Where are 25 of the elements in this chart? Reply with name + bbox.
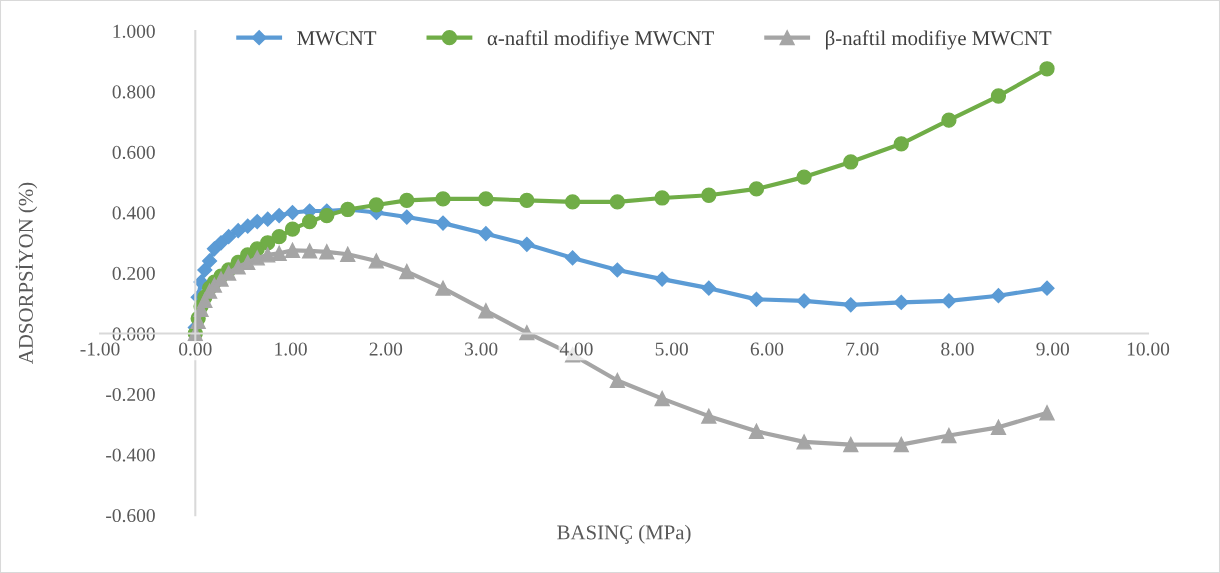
x-axis-title: BASINÇ (MPa) [557, 524, 691, 544]
y-tick-label: 0.200 [112, 266, 155, 281]
x-tick-label: 5.00 [655, 342, 688, 356]
y-tick-label: -0.200 [106, 387, 155, 402]
x-tick-label: 7.00 [846, 342, 879, 356]
y-tick-label: 1.000 [113, 24, 155, 38]
y-tick-label: 0.800 [112, 85, 155, 99]
x-tick-label: 4.00 [559, 342, 593, 356]
x-tick-label: 6.00 [750, 342, 784, 356]
y-tick-label: 0.400 [112, 206, 155, 220]
x-tick-label: 9.00 [1036, 342, 1070, 356]
x-tick-label: 8.00 [941, 342, 974, 356]
x-tick-label: 2.00 [369, 342, 403, 356]
y-tick-label: 0.600 [112, 145, 155, 160]
x-tick-label: 0.00 [179, 342, 212, 356]
y-axis-title: ADSORPSİYON (%) [15, 182, 38, 364]
x-tick-label: 10.00 [1127, 342, 1170, 356]
y-tick-label: -0.600 [106, 508, 155, 523]
y-tick-label: -0.400 [106, 448, 155, 462]
legend-label: β-naftil modifiye MWCNT [826, 30, 1052, 50]
x-tick-label: 1.00 [275, 342, 307, 356]
legend-label: α-naftil modifiye MWCNT [487, 30, 714, 50]
legend-label: MWCNT [297, 31, 377, 46]
x-tick-label: 3.00 [465, 342, 498, 356]
x-tick-label: -1.00 [80, 342, 120, 356]
